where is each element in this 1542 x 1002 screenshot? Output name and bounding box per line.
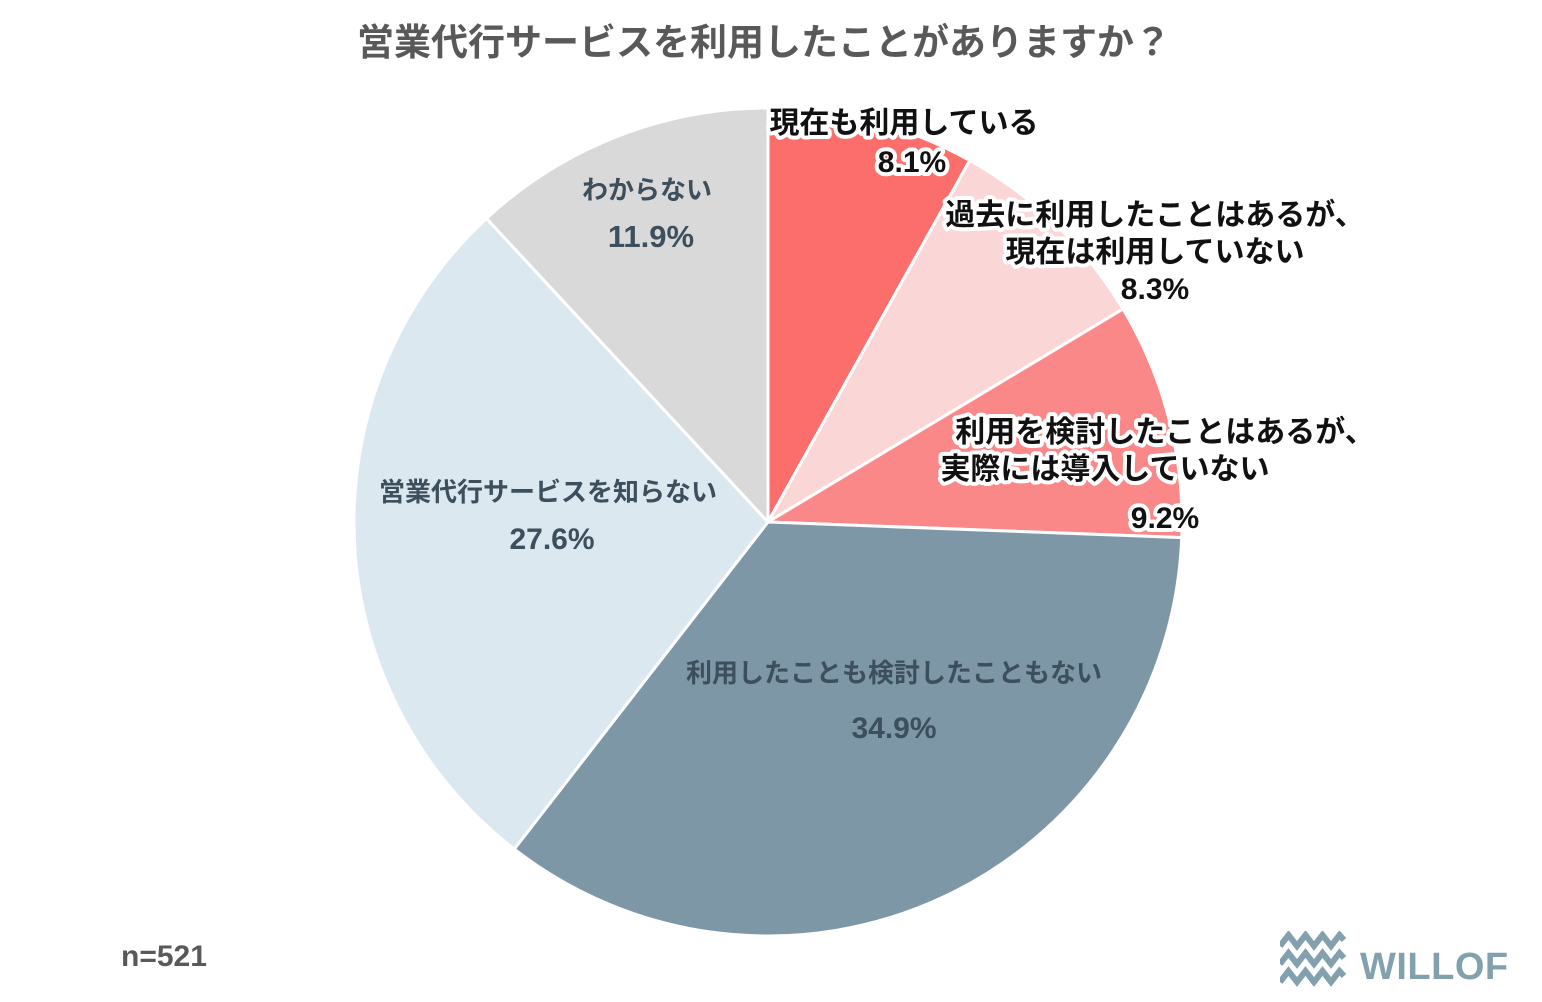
svg-text:WILLOF: WILLOF [1360, 946, 1509, 988]
svg-text:わからない: わからない [582, 175, 712, 205]
svg-text:8.1%: 8.1% [878, 146, 946, 179]
svg-text:34.9%: 34.9% [851, 712, 936, 745]
svg-text:現在は利用していない: 現在は利用していない [1005, 236, 1304, 269]
svg-text:実際には導入していない: 実際には導入していない [940, 453, 1269, 486]
svg-text:営業代行サービスを知らない: 営業代行サービスを知らない [379, 477, 717, 507]
svg-text:9.2%: 9.2% [1131, 502, 1199, 535]
svg-text:11.9%: 11.9% [608, 219, 694, 254]
svg-text:利用を検討したことはあるが、: 利用を検討したことはあるが、 [955, 415, 1374, 449]
svg-text:利用したことも検討したこともない: 利用したことも検討したこともない [686, 658, 1102, 688]
svg-text:過去に利用したことはあるが、: 過去に利用したことはあるが、 [945, 198, 1364, 232]
svg-text:8.3%: 8.3% [1121, 273, 1189, 306]
svg-text:現在も利用している: 現在も利用している [769, 107, 1038, 140]
svg-text:27.6%: 27.6% [509, 523, 594, 556]
